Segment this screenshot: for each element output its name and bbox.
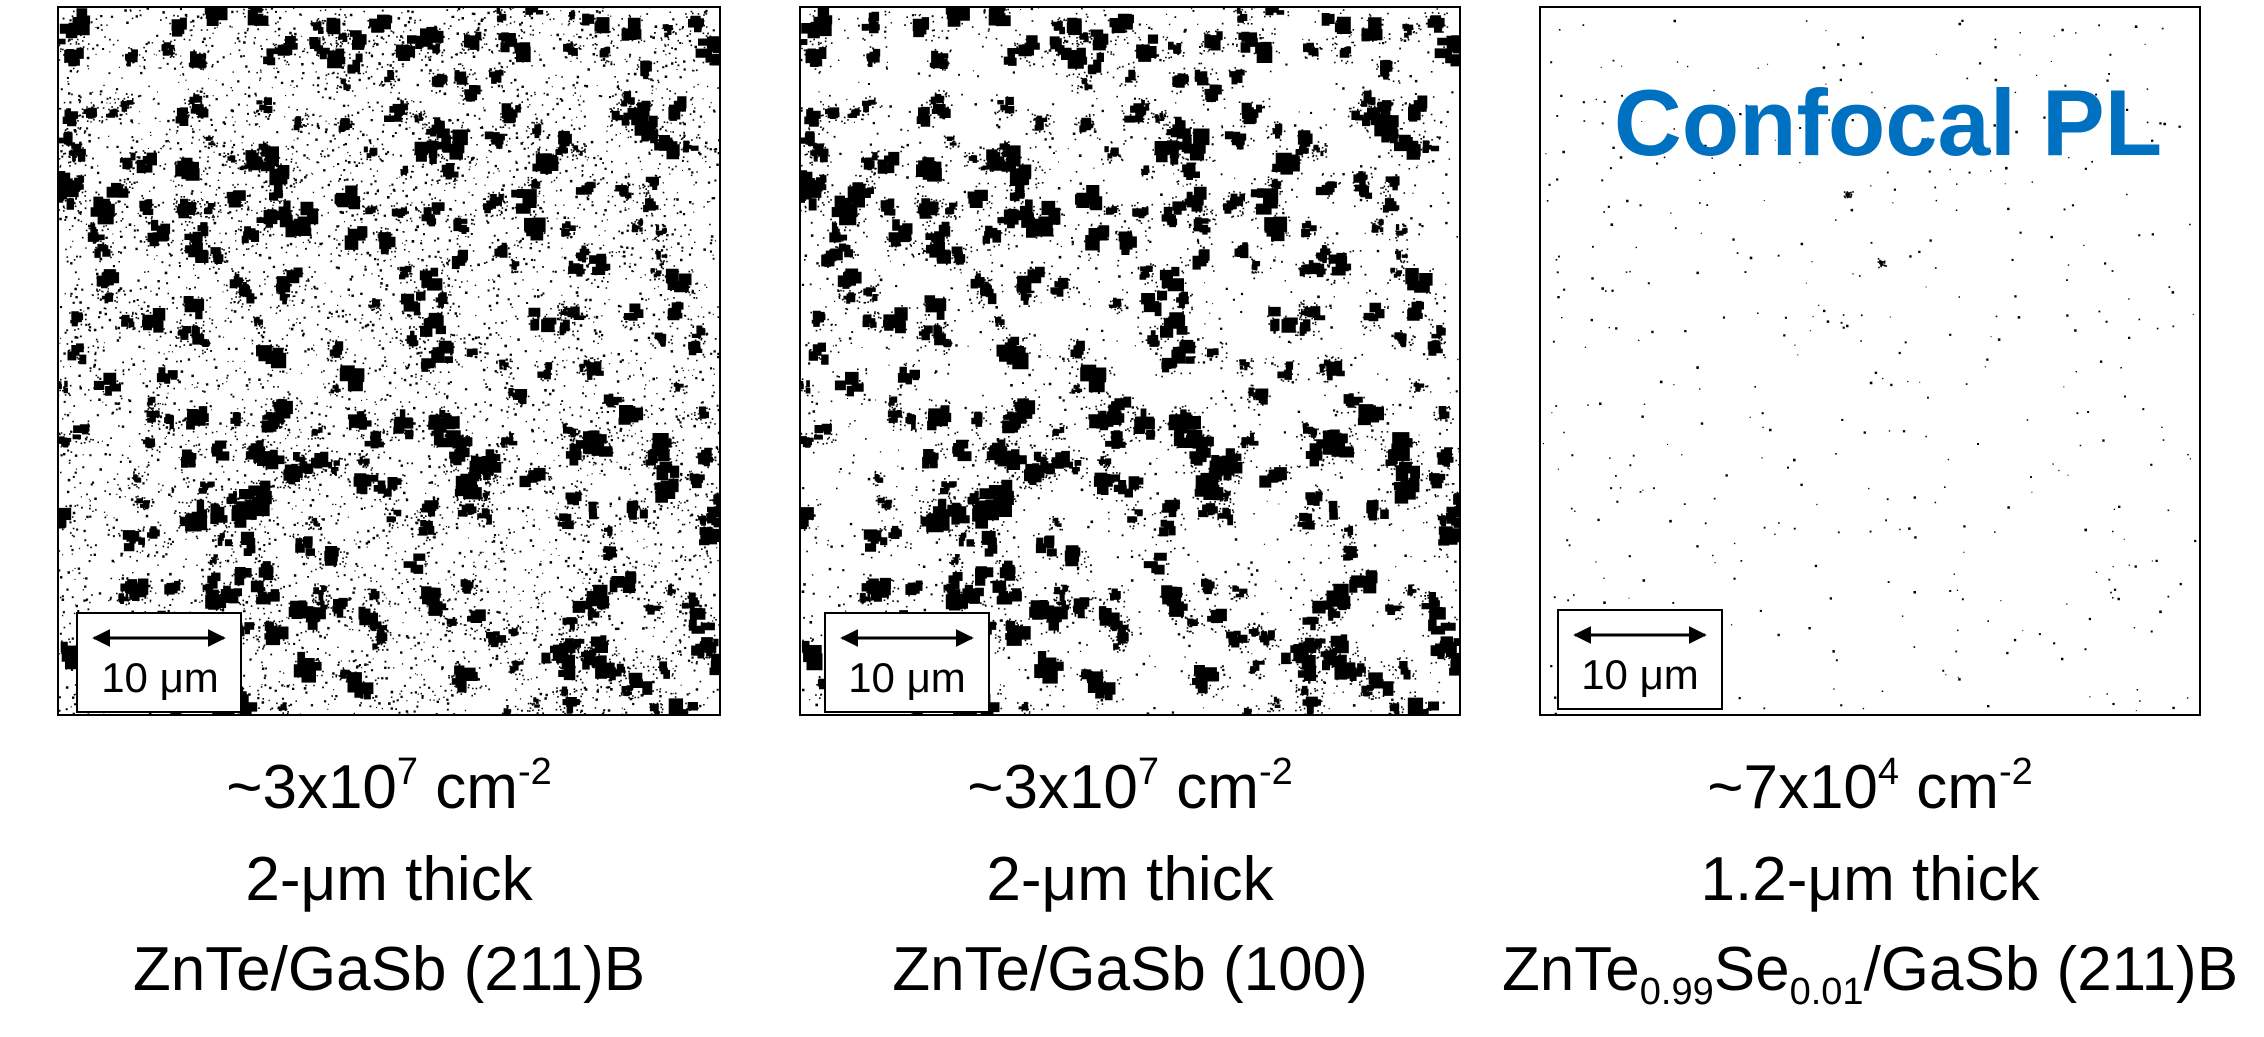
text: ~7x10 xyxy=(1707,753,1878,822)
superscript: 4 xyxy=(1878,751,1899,793)
density-caption: ~3x107 cm-2 xyxy=(967,751,1292,822)
density-caption: ~3x107 cm-2 xyxy=(226,751,551,822)
scale-bar-label: 10 μm xyxy=(101,654,219,701)
subscript: 0.01 xyxy=(1790,971,1864,1013)
image-area xyxy=(1540,7,2200,715)
micrograph-panel: 10 μm xyxy=(799,6,1461,716)
material-caption: ZnTe/GaSb (100) xyxy=(892,935,1368,1004)
text: ~3x10 xyxy=(226,753,397,822)
text: ZnTe/GaSb (211)B xyxy=(133,935,645,1004)
scale-bar-label: 10 μm xyxy=(1581,651,1699,698)
text: ZnTe/GaSb (100) xyxy=(892,935,1368,1004)
image-area xyxy=(800,7,1460,715)
superscript: 7 xyxy=(1138,751,1159,793)
superscript: 7 xyxy=(397,751,418,793)
superscript: -2 xyxy=(1259,751,1293,793)
text: ~3x10 xyxy=(967,753,1138,822)
scale-bar-label: 10 μm xyxy=(848,654,966,701)
image-border xyxy=(799,6,1461,716)
thickness-caption: 2-μm thick xyxy=(245,845,533,914)
material-caption: ZnTe/GaSb (211)B xyxy=(133,935,645,1004)
text: Se xyxy=(1714,935,1790,1004)
superscript: -2 xyxy=(1999,751,2033,793)
text: ZnTe xyxy=(1502,935,1640,1004)
density-caption: ~7x104 cm-2 xyxy=(1707,751,2032,822)
image-area xyxy=(58,7,720,715)
overlay-label: Confocal PL xyxy=(1614,70,2162,175)
thickness-caption: 1.2-μm thick xyxy=(1701,845,2041,914)
text: /GaSb (211)B xyxy=(1864,935,2238,1004)
speckle-texture xyxy=(800,7,1460,715)
superscript: -2 xyxy=(518,751,552,793)
text: cm xyxy=(418,753,518,822)
micrograph-panel: 10 μm xyxy=(57,6,721,716)
text: cm xyxy=(1899,753,1999,822)
image-border xyxy=(1539,6,2201,716)
micrograph-panel: 10 μm Confocal PL xyxy=(1539,6,2201,716)
subscript: 0.99 xyxy=(1640,971,1714,1013)
material-caption: ZnTe0.99Se0.01/GaSb (211)B xyxy=(1502,935,2238,1013)
image-border xyxy=(57,6,721,716)
speckle-texture xyxy=(58,7,720,715)
text: cm xyxy=(1159,753,1259,822)
thickness-caption: 2-μm thick xyxy=(986,845,1274,914)
